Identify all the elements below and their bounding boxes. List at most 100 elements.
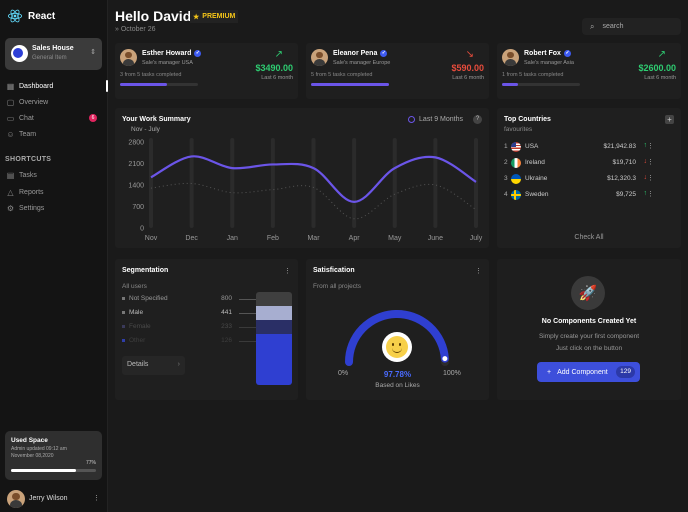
- warning-icon: △: [7, 187, 14, 197]
- more-vertical-icon[interactable]: ⋮: [647, 175, 654, 182]
- manager-amount: $3490.00: [255, 63, 293, 73]
- double-chevron-icon: »: [115, 26, 119, 33]
- segment-block-other: [256, 334, 292, 385]
- nav-dashboard[interactable]: ▦ Dashboard: [0, 79, 108, 93]
- empty-components-card: 🚀 No Components Created Yet Simply creat…: [497, 259, 681, 400]
- usa-flag-icon: [511, 142, 521, 152]
- nav-label: Reports: [19, 188, 44, 196]
- segment-block-male: [256, 306, 292, 322]
- ireland-flag-icon: [511, 158, 521, 168]
- bullet: [122, 339, 125, 342]
- more-vertical-icon[interactable]: ⋮: [647, 159, 654, 166]
- search-placeholder: search: [602, 23, 624, 30]
- nav-label: Overview: [19, 98, 49, 106]
- chevron-right-icon: ›: [177, 361, 180, 368]
- empty-title: No Components Created Yet: [541, 318, 637, 325]
- bullet: [122, 325, 125, 328]
- more-vertical-icon[interactable]: ⋮: [647, 191, 654, 198]
- chevron-updown-icon: ⇕: [90, 49, 96, 56]
- y-tick-label: 700: [132, 204, 144, 211]
- progress-bar: [120, 83, 198, 86]
- countries-subtitle: favourites: [504, 126, 533, 133]
- empty-line2: Just click on the button: [555, 345, 623, 352]
- rocket-icon: 🚀: [571, 276, 605, 310]
- chart-gridbar: [230, 138, 235, 228]
- gear-icon: ⚙: [6, 203, 15, 213]
- arrow-up-icon: ↑: [643, 142, 648, 149]
- premium-badge: ★ PREMIUM: [190, 10, 239, 23]
- x-tick-label: June: [428, 235, 443, 242]
- country-row[interactable]: 4 Sweden $9,725 ↑ ⋮: [504, 189, 654, 201]
- progress-bar: [311, 83, 389, 86]
- y-tick-label: 1400: [128, 183, 144, 190]
- segment-label: Female: [129, 323, 151, 330]
- details-button[interactable]: Details ›: [122, 356, 185, 375]
- search-input[interactable]: ⌕ search: [582, 18, 681, 35]
- country-value: $21,942.83: [603, 143, 636, 150]
- y-tick-label: 2800: [128, 140, 144, 147]
- nav-reports[interactable]: △ Reports: [0, 185, 108, 199]
- star-icon: ★: [193, 13, 200, 21]
- manager-tasks: 1 from 5 tasks completed: [502, 72, 564, 78]
- more-vertical-icon[interactable]: ⋮: [93, 495, 100, 502]
- connector-line: [239, 299, 264, 300]
- used-space-fill: [11, 469, 77, 472]
- user-profile[interactable]: Jerry Wilson ⋮: [7, 490, 103, 508]
- team-name: Sales House: [32, 45, 74, 52]
- country-row[interactable]: 2 Ireland $19,710 ↓ ⋮: [504, 157, 654, 169]
- y-tick-label: 2100: [128, 161, 144, 168]
- nav-team[interactable]: ☺ Team: [0, 127, 108, 141]
- country-value: $12,320.3: [607, 175, 636, 182]
- react-icon: [7, 9, 23, 23]
- country-name: Sweden: [525, 191, 549, 198]
- segment-block-female: [256, 320, 292, 336]
- empty-line1: Simply create your first component: [538, 333, 640, 340]
- sidebar: React Sales House General Item ⇕ ▦ Dashb…: [0, 0, 108, 512]
- header-date: » October 26: [115, 26, 156, 33]
- segment-label: Not Specified: [129, 295, 168, 302]
- country-row[interactable]: 3 Ukraine $12,320.3 ↓ ⋮: [504, 173, 654, 185]
- segment-value: 800: [221, 295, 232, 302]
- manager-card[interactable]: Esther Howard ✓ Sale's manager USA 3 from…: [115, 43, 298, 99]
- add-icon[interactable]: +: [665, 115, 674, 124]
- more-vertical-icon[interactable]: ⋮: [475, 268, 482, 275]
- team-switcher[interactable]: Sales House General Item ⇕: [5, 38, 102, 70]
- nav-tasks[interactable]: ▤ Tasks: [0, 168, 108, 182]
- add-component-label: Add Component: [557, 368, 608, 376]
- page-title: Hello David: [115, 8, 192, 24]
- add-component-button[interactable]: + Add Component 129: [537, 362, 640, 382]
- country-row[interactable]: 1 USA $21,942.83 ↑ ⋮: [504, 141, 654, 153]
- document-icon: ▢: [6, 97, 15, 107]
- arrow-down-icon: ↓: [643, 174, 648, 181]
- nav-settings[interactable]: ⚙ Settings: [0, 201, 108, 215]
- more-vertical-icon[interactable]: ⋮: [647, 143, 654, 150]
- summary-range: Nov - July: [131, 126, 160, 133]
- help-icon[interactable]: ?: [473, 115, 482, 124]
- app-logo[interactable]: React: [7, 8, 55, 24]
- satisfaction-subtitle: From all projects: [313, 283, 362, 290]
- verified-icon: ✓: [563, 50, 571, 57]
- shortcuts-heading: SHORTCUTS: [5, 156, 52, 163]
- nav-chat[interactable]: ▭ Chat 6: [0, 111, 108, 125]
- segment-row: Female 233: [122, 321, 264, 333]
- progress-fill: [120, 83, 167, 86]
- manager-role: Sale's manager USA: [142, 60, 193, 66]
- check-all-link[interactable]: Check All: [574, 234, 604, 241]
- more-vertical-icon[interactable]: ⋮: [284, 268, 291, 275]
- verified-icon: ✓: [380, 50, 388, 57]
- bullet: [122, 297, 125, 300]
- app-name: React: [28, 10, 56, 22]
- used-space-text: Admin updated 09:12 am November 08,2020: [11, 446, 67, 459]
- segment-value: 126: [221, 337, 232, 344]
- manager-card[interactable]: Robert Fox ✓ Sale's manager Asia 1 from 5…: [497, 43, 681, 99]
- top-countries-card: Top Countries favourites + 1 USA $21,942…: [497, 108, 681, 248]
- ring-icon: [408, 116, 416, 123]
- segment-label: Male: [129, 309, 144, 316]
- period-filter[interactable]: Last 9 Months: [408, 116, 463, 123]
- avatar: [120, 49, 137, 66]
- gauge-knob: [441, 355, 449, 363]
- manager-card[interactable]: Eleanor Pena ✓ Sale's manager Europe 5 fr…: [306, 43, 489, 99]
- premium-label: PREMIUM: [202, 13, 236, 20]
- nav-overview[interactable]: ▢ Overview: [0, 95, 108, 109]
- team-logo: [11, 45, 28, 62]
